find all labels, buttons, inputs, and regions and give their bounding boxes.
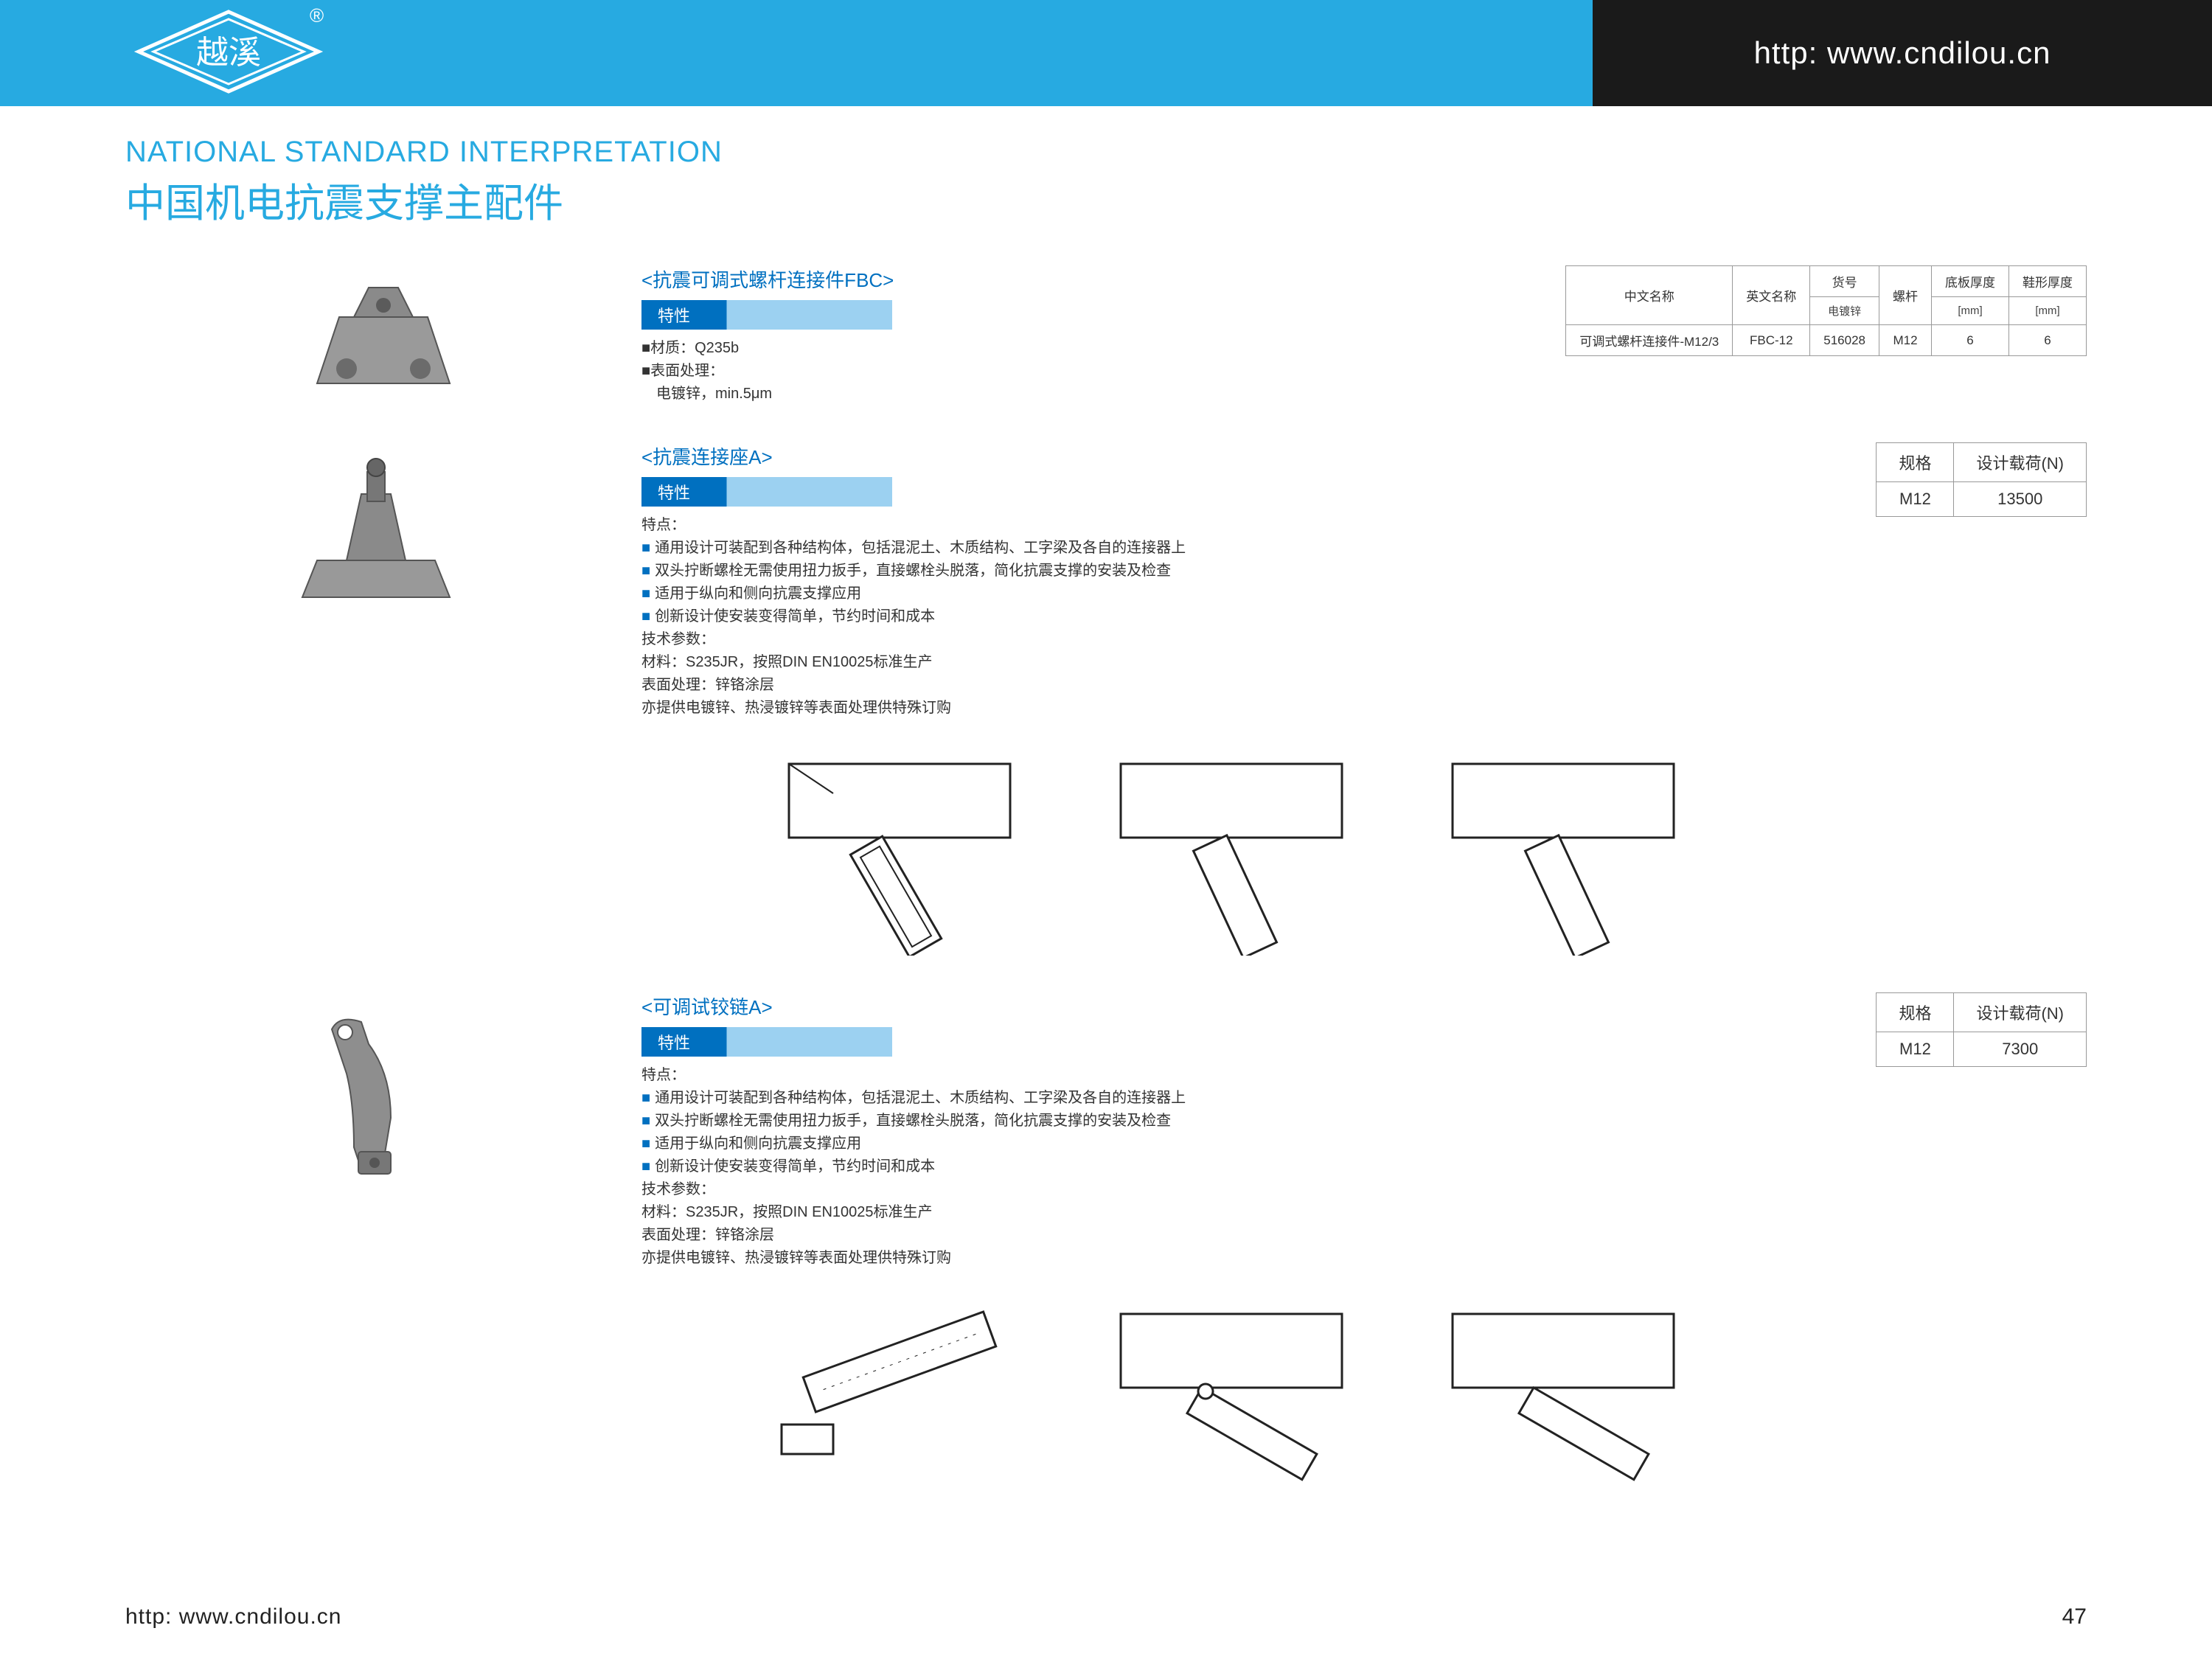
product-image-seat: [125, 442, 641, 956]
section1-title: <抗震可调式螺杆连接件FBC>: [641, 265, 1521, 293]
trademark-icon: ®: [310, 4, 324, 27]
title-en: NATIONAL STANDARD INTERPRETATION: [125, 136, 2087, 169]
page-number: 47: [2062, 1604, 2087, 1630]
logo-text: 越溪: [196, 35, 261, 71]
product-image-hinge: [125, 992, 641, 1506]
page-body: NATIONAL STANDARD INTERPRETATION 中国机电抗震支…: [0, 106, 2212, 1506]
diagram-icon: [1423, 1299, 1703, 1506]
diagram-icon: [759, 749, 1040, 956]
section1-text: ■材质：Q235b ■表面处理： 电镀锌，min.5μm: [641, 337, 1521, 406]
page-footer: http: www.cndilou.cn 47: [0, 1604, 2212, 1630]
section2-text: 特点： ■通用设计可装配到各种结构体，包括混泥土、木质结构、工字梁及各自的连接器…: [641, 514, 1773, 720]
diagram-icon: [1423, 749, 1703, 956]
diagram-icon: [759, 1299, 1040, 1506]
section-fbc: <抗震可调式螺杆连接件FBC> 特性 ■材质：Q235b ■表面处理： 电镀锌，…: [125, 265, 2087, 406]
section2-diagrams: [759, 749, 2087, 956]
section2-table: 规格设计载荷(N) M1213500: [1876, 442, 2087, 517]
header-url: http: www.cndilou.cn: [1593, 0, 2212, 106]
section-hinge-a: <可调试铰链A> 特性 特点： ■通用设计可装配到各种结构体，包括混泥土、木质结…: [125, 992, 2087, 1506]
section2-title: <抗震连接座A>: [641, 442, 1773, 470]
footer-url: http: www.cndilou.cn: [125, 1604, 341, 1630]
section3-table: 规格设计载荷(N) M127300: [1876, 992, 2087, 1067]
section1-feat-label: 特性: [641, 300, 892, 330]
diagram-icon: [1091, 749, 1371, 956]
section3-feat-label: 特性: [641, 1027, 892, 1057]
header-left: 越溪 ®: [0, 0, 1593, 106]
diagram-icon: [1091, 1299, 1371, 1506]
section3-diagrams: [759, 1299, 2087, 1506]
logo-diamond: 越溪: [133, 7, 324, 100]
section3-text: 特点： ■通用设计可装配到各种结构体，包括混泥土、木质结构、工字梁及各自的连接器…: [641, 1064, 1773, 1270]
title-cn: 中国机电抗震支撑主配件: [125, 170, 2087, 229]
section-seat-a: <抗震连接座A> 特性 特点： ■通用设计可装配到各种结构体，包括混泥土、木质结…: [125, 442, 2087, 956]
section3-title: <可调试铰链A>: [641, 992, 1773, 1020]
page-header: 越溪 ® http: www.cndilou.cn: [0, 0, 2212, 106]
section1-table: 中文名称 英文名称 货号 螺杆 底板厚度 鞋形厚度 电镀锌 [mm] [mm] …: [1565, 265, 2087, 356]
section2-feat-label: 特性: [641, 477, 892, 507]
product-image-fbc: [125, 265, 641, 406]
